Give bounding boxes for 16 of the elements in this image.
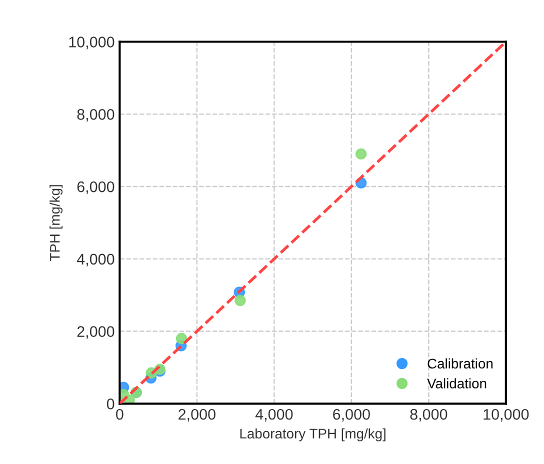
legend-label: Validation <box>427 378 486 388</box>
legend-label: Calibration <box>428 358 493 369</box>
y-tick-label: 2,000 <box>77 326 114 339</box>
x-tick-label: 8,000 <box>410 408 448 422</box>
y-tick-label: 0 <box>106 398 114 410</box>
x-tick-label: 0 <box>116 408 124 420</box>
y-tick-label: 6,000 <box>77 181 114 194</box>
x-tick-label: 6,000 <box>333 408 370 422</box>
x-tick-label: 2,000 <box>178 408 216 422</box>
y-tick-label: 10,000 <box>69 36 114 50</box>
x-axis-title: Laboratory TPH [mg/kg] <box>240 428 386 442</box>
x-tick-label: 4,000 <box>255 408 293 422</box>
y-axis-title: TPH [mg/kg] <box>50 185 63 261</box>
y-tick-label: 8,000 <box>77 109 114 122</box>
y-tick-label: 4,000 <box>76 254 114 266</box>
x-tick-label: 10,000 <box>484 408 529 422</box>
